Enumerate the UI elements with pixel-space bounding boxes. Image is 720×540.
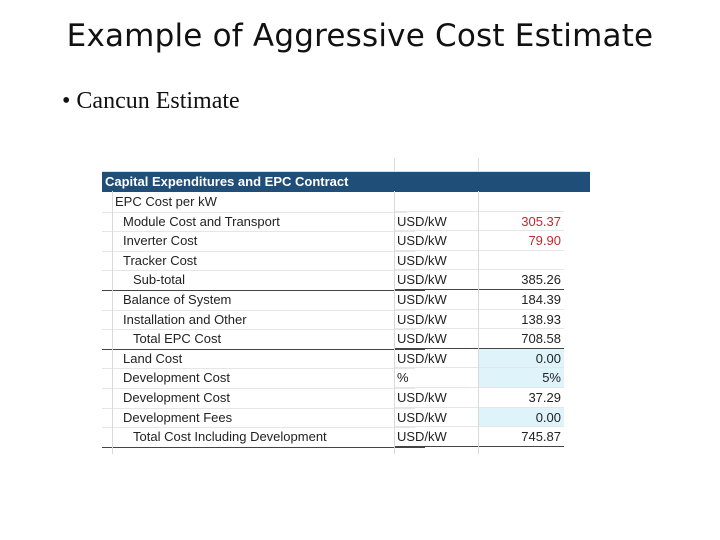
value-cell: 385.26	[478, 270, 564, 290]
row-label: Development Cost	[102, 388, 415, 409]
spreadsheet-table: Capital Expenditures and EPC Contract EP…	[102, 158, 590, 454]
input-value-cell[interactable]: 0.00	[478, 348, 564, 369]
bullet-item: • Cancun Estimate	[62, 88, 240, 115]
row-label: Module Cost and Transport	[102, 212, 415, 233]
row-label: Total EPC Cost	[102, 329, 425, 350]
value-cell: 138.93	[478, 310, 564, 330]
row-label: Balance of System	[102, 290, 415, 311]
unit-cell: USD/kW	[394, 329, 478, 349]
table-row: Development Fees USD/kW 0.00	[102, 407, 590, 429]
value-cell[interactable]: 305.37	[478, 212, 564, 232]
row-label: Development Cost	[102, 368, 415, 389]
table-row: Total EPC Cost USD/kW 708.58	[102, 329, 590, 350]
table-row: Development Cost % 5%	[102, 368, 590, 389]
table-row: Total Cost Including Development USD/kW …	[102, 427, 590, 448]
row-label: Inverter Cost	[102, 231, 415, 252]
unit-cell: USD/kW	[394, 349, 478, 369]
table-row: Inverter Cost USD/kW 79.90	[102, 231, 590, 252]
row-label: Land Cost	[102, 349, 415, 370]
unit-cell: USD/kW	[394, 212, 478, 232]
table-row: Land Cost USD/kW 0.00	[102, 348, 590, 370]
input-value-cell[interactable]: 5%	[478, 368, 564, 388]
row-label: Sub-total	[102, 270, 425, 291]
unit-cell: USD/kW	[394, 270, 478, 290]
table-row: Tracker Cost USD/kW	[102, 251, 590, 272]
table-row: Balance of System USD/kW 184.39	[102, 290, 590, 311]
value-cell: 184.39	[478, 290, 564, 310]
column-gridline	[478, 191, 479, 454]
value-cell: 745.87	[478, 427, 564, 447]
value-cell: 37.29	[478, 388, 564, 408]
unit-cell: USD/kW	[394, 251, 478, 271]
section-header: Capital Expenditures and EPC Contract	[102, 172, 590, 192]
slide-title: Example of Aggressive Cost Estimate	[66, 18, 654, 54]
value-cell: 708.58	[478, 329, 564, 349]
table-row: Development Cost USD/kW 37.29	[102, 388, 590, 409]
input-value-cell[interactable]: 0.00	[478, 407, 564, 428]
unit-cell: %	[394, 368, 478, 388]
column-gridline	[394, 191, 395, 454]
row-label: Installation and Other	[102, 310, 415, 331]
table-row: Installation and Other USD/kW 138.93	[102, 310, 590, 331]
row-label: Development Fees	[102, 408, 415, 429]
column-divider	[394, 158, 395, 171]
unit-cell	[394, 192, 478, 212]
bullet-text: Cancun Estimate	[76, 88, 240, 114]
group-label: EPC Cost per kW	[102, 192, 407, 213]
table-row: Module Cost and Transport USD/kW 305.37	[102, 212, 590, 233]
row-label: Total Cost Including Development	[102, 427, 425, 448]
indent-gridline	[112, 191, 113, 454]
value-cell[interactable]: 79.90	[478, 231, 564, 251]
row-label: Tracker Cost	[102, 251, 415, 272]
value-cell[interactable]	[478, 251, 564, 271]
unit-cell: USD/kW	[394, 408, 478, 428]
value-cell	[478, 192, 564, 212]
unit-cell: USD/kW	[394, 427, 478, 447]
column-divider	[478, 158, 479, 171]
unit-cell: USD/kW	[394, 388, 478, 408]
bullet-marker: •	[62, 88, 71, 114]
table-row: Sub-total USD/kW 385.26	[102, 270, 590, 291]
unit-cell: USD/kW	[394, 290, 478, 310]
table-row: EPC Cost per kW	[102, 192, 590, 213]
unit-cell: USD/kW	[394, 310, 478, 330]
cropped-top-row	[102, 158, 590, 172]
unit-cell: USD/kW	[394, 231, 478, 251]
